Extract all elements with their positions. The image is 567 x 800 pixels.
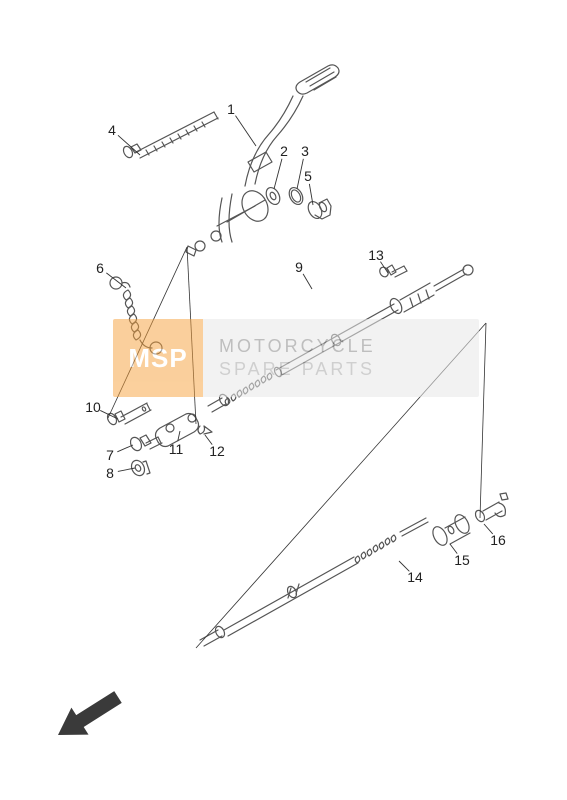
- part-cotter-12: [198, 426, 212, 434]
- part-washer-8: [129, 458, 150, 478]
- callout-13: 13: [368, 247, 384, 263]
- part-cable-9: [208, 265, 473, 412]
- callout-6: 6: [96, 260, 104, 276]
- part-pin-16: [474, 493, 508, 523]
- callout-11: 11: [169, 441, 184, 457]
- callout-15: 15: [454, 552, 470, 568]
- part-spring-6: [110, 277, 162, 354]
- part-cable-14: [200, 518, 428, 646]
- callout-14: 14: [407, 569, 423, 585]
- callout-1: 1: [227, 101, 235, 117]
- part-nut-5: [305, 199, 331, 221]
- callout-8: 8: [106, 465, 114, 481]
- part-brake-pedal: [186, 65, 339, 256]
- callout-5: 5: [304, 168, 312, 184]
- callout-2: 2: [280, 143, 288, 159]
- callout-7: 7: [106, 447, 114, 463]
- callout-4: 4: [108, 122, 116, 138]
- callout-9: 9: [295, 259, 303, 275]
- assembly-lines: [108, 247, 486, 648]
- callout-3: 3: [301, 143, 309, 159]
- part-bolt-7: [128, 435, 162, 453]
- parts-diagram: MSP MOTORCYCLE SPARE PARTS 1234567891011…: [0, 0, 567, 800]
- part-washer-ring: [263, 185, 305, 207]
- part-collar-15: [430, 512, 472, 547]
- direction-arrow: [58, 691, 122, 735]
- part-bolt-13: [378, 265, 407, 278]
- part-pin-10: [106, 403, 151, 426]
- callout-12: 12: [209, 443, 225, 459]
- callout-10: 10: [85, 399, 101, 415]
- callout-16: 16: [490, 532, 506, 548]
